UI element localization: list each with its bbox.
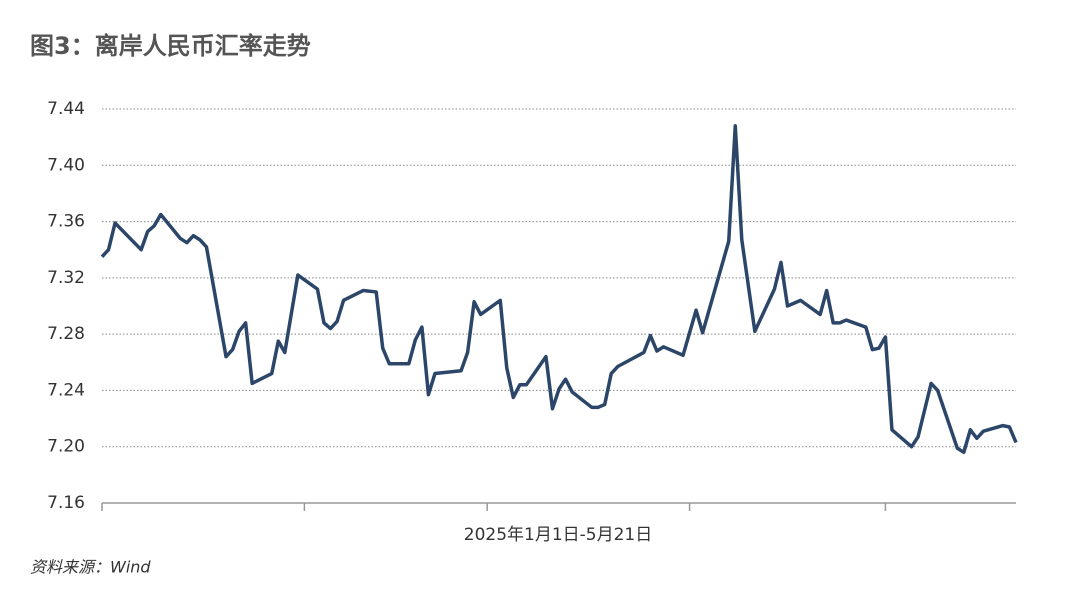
y-tick-label: 7.44: [47, 99, 85, 119]
y-tick-label: 7.16: [47, 493, 85, 513]
y-tick-label: 7.32: [47, 268, 85, 288]
data-line: [100, 124, 1018, 455]
y-tick-label: 7.28: [47, 324, 85, 344]
y-tick-label: 7.40: [47, 155, 85, 175]
y-tick-label: 7.24: [47, 380, 85, 400]
y-tick-label: 7.36: [47, 212, 85, 232]
source-note: 资料来源：Wind: [30, 558, 151, 577]
y-tick-label: 7.20: [47, 437, 85, 457]
x-axis-label: 2025年1月1日-5月21日: [464, 525, 652, 545]
chart-title: 图3：离岸人民币汇率走势: [30, 32, 311, 60]
